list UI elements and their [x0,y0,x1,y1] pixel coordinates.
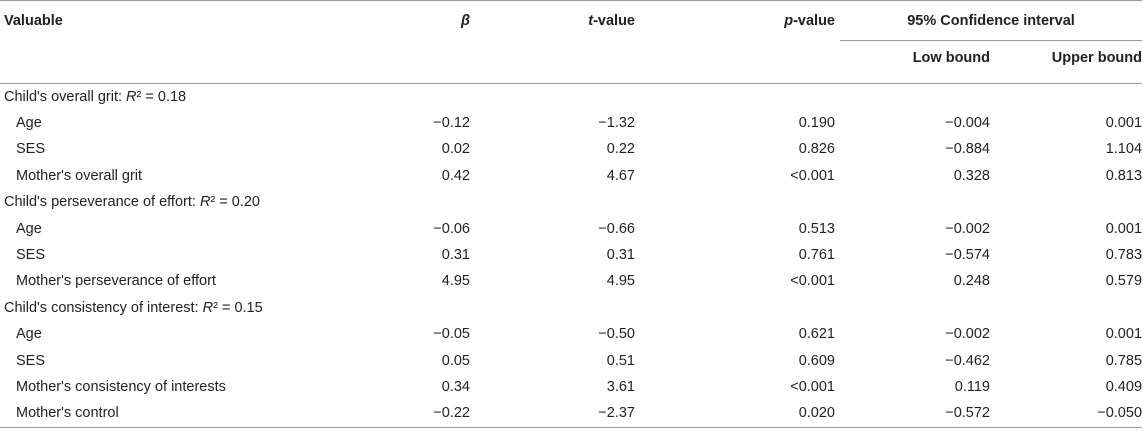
low-bound-cell: −0.002 [945,326,990,343]
low-bound-cell: 0.248 [953,273,990,290]
upper-bound-cell: 0.001 [1105,220,1143,237]
beta-cell: 0.31 [441,247,470,264]
low-bound-cell: −0.002 [945,220,990,237]
low-bound-cell: 0.119 [954,378,990,395]
p-value-cell: <0.001 [790,273,835,290]
row-label: SES [16,141,46,158]
low-bound-cell: −0.462 [945,352,990,369]
row-label: SES [16,247,46,264]
low-bound-cell: 0.328 [953,167,990,184]
section-header-row: Child's consistency of interest: R² = 0.… [0,295,1142,321]
table-row: Mother's perseverance of effort 4.95 4.95 <… [0,268,1142,294]
section-title: Child's overall grit: R² = 0.18 [4,88,187,105]
t-value-cell: −1.32 [598,115,635,132]
beta-cell: 0.05 [441,352,470,369]
p-value-cell: 0.020 [635,400,835,428]
upper-bound-cell: 0.783 [1105,247,1143,264]
upper-bound-cell: 1.104 [1105,141,1143,158]
beta-cell: 4.95 [441,273,470,290]
header-upper-bound: Upper bound [990,41,1143,84]
beta-cell: −0.05 [433,326,470,343]
row-label: Mother's consistency of interests [16,378,226,395]
p-value-cell: 0.761 [798,247,835,264]
header-low-bound: Low bound [835,41,990,84]
table-row: Mother's consistency of interests 0.34 3.6… [0,374,1142,400]
t-value-cell: 0.51 [606,352,635,369]
row-label: Mother's perseverance of effort [16,273,216,290]
table-row: Age −0.05 −0.50 0.621 −0.002 0.001 [0,321,1142,347]
header-variable: Valuable [0,0,330,41]
beta-cell: −0.06 [433,220,470,237]
low-bound-cell: −0.004 [945,115,990,132]
low-bound-cell: −0.572 [835,400,990,428]
t-value-cell: −0.50 [598,326,635,343]
upper-bound-cell: 0.579 [1105,273,1143,290]
p-value-cell: 0.513 [798,220,835,237]
section-title: Child's consistency of interest: R² = 0.… [4,299,263,316]
header-p-value: p-value [635,0,835,41]
table-row: Age −0.06 −0.66 0.513 −0.002 0.001 [0,215,1142,241]
section-header-row: Child's perseverance of effort: R² = 0.2… [0,189,1142,215]
t-value-cell: 3.61 [606,378,635,395]
t-value-cell: 4.95 [606,273,635,290]
t-value-cell: 0.22 [606,141,635,158]
t-value-cell: −0.66 [598,220,635,237]
upper-bound-cell: 0.001 [1105,115,1143,132]
section-header-row: Child's overall grit: R² = 0.18 [0,83,1142,110]
section-title: Child's perseverance of effort: R² = 0.2… [4,194,260,211]
upper-bound-cell: 0.409 [1105,378,1143,395]
row-label: Age [16,220,42,237]
table-row: Age −0.12 −1.32 0.190 −0.004 0.001 [0,110,1142,136]
table-row: Mother's overall grit 0.42 4.67 <0.001 0.328… [0,163,1142,189]
row-label: Mother's control [0,400,330,428]
upper-bound-cell: 0.001 [1105,326,1143,343]
beta-cell: 0.02 [441,141,470,158]
header-t-value: t-value [470,0,635,41]
header-confidence-interval: 95% Confidence interval [835,0,1143,41]
t-value-cell: 4.67 [606,167,635,184]
upper-bound-cell: −0.050 [990,400,1143,428]
regression-table: Valuable β t-value p-value 95% Confidenc… [0,0,1143,428]
table-row: Mother's control −0.22 −2.37 0.020 −0.572 −0.… [0,400,1143,428]
p-value-cell: <0.001 [790,378,835,395]
upper-bound-cell: 0.813 [1105,167,1143,184]
row-label: SES [16,352,46,369]
low-bound-cell: −0.884 [945,141,990,158]
beta-cell: 0.34 [441,378,470,395]
p-value-cell: 0.826 [798,141,835,158]
upper-bound-cell: 0.785 [1105,352,1143,369]
beta-cell: 0.42 [441,167,470,184]
p-value-cell: 0.190 [798,115,835,132]
t-value-cell: −2.37 [470,400,635,428]
low-bound-cell: −0.574 [945,247,990,264]
row-label: Mother's overall grit [16,167,143,184]
table-row: SES 0.05 0.51 0.609 −0.462 0.785 [0,347,1142,373]
table-body: Child's overall grit: R² = 0.18 Age −0.12 −… [0,83,1143,428]
beta-cell: −0.22 [330,400,470,428]
row-label: Age [16,326,42,343]
p-value-cell: 0.621 [798,326,835,343]
beta-cell: −0.12 [433,115,470,132]
row-label: Age [16,115,42,132]
header-beta: β [330,0,470,41]
p-value-cell: 0.609 [798,352,835,369]
table-row: SES 0.31 0.31 0.761 −0.574 0.783 [0,242,1142,268]
table-row: SES 0.02 0.22 0.826 −0.884 1.104 [0,136,1142,162]
p-value-cell: <0.001 [790,167,835,184]
t-value-cell: 0.31 [606,247,635,264]
